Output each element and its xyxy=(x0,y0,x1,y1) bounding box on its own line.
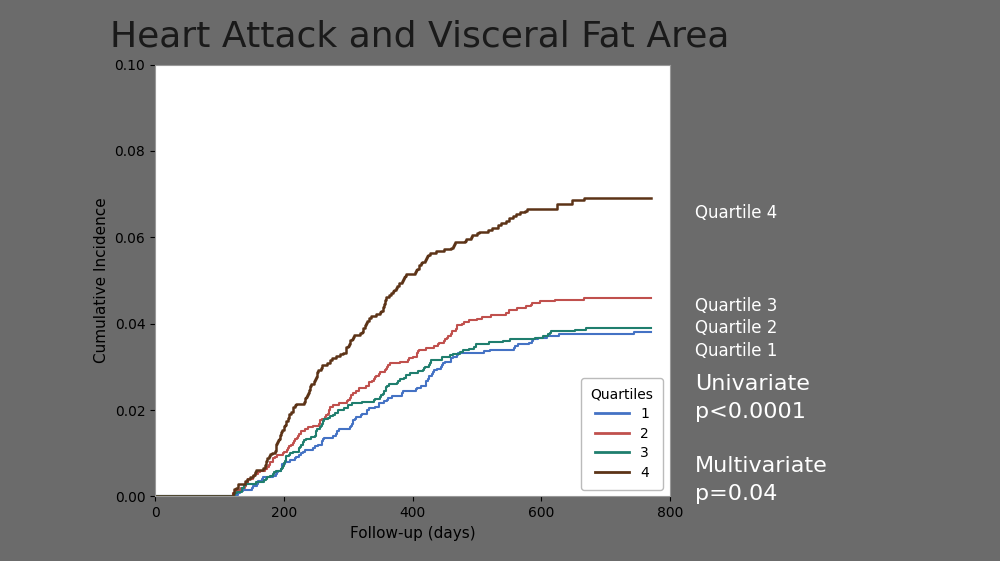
Text: Quartile 3: Quartile 3 xyxy=(695,297,777,315)
Text: Heart Attack and Visceral Fat Area: Heart Attack and Visceral Fat Area xyxy=(110,20,730,54)
Text: Quartile 4: Quartile 4 xyxy=(695,204,777,222)
Text: Quartile 1: Quartile 1 xyxy=(695,342,777,360)
Y-axis label: Cumulative Incidence: Cumulative Incidence xyxy=(94,197,109,364)
Text: Univariate
p<0.0001: Univariate p<0.0001 xyxy=(695,374,810,422)
Legend: 1, 2, 3, 4: 1, 2, 3, 4 xyxy=(581,378,663,490)
Text: Quartile 2: Quartile 2 xyxy=(695,319,777,337)
X-axis label: Follow-up (days): Follow-up (days) xyxy=(350,526,475,541)
Text: Multivariate
p=0.04: Multivariate p=0.04 xyxy=(695,456,828,504)
